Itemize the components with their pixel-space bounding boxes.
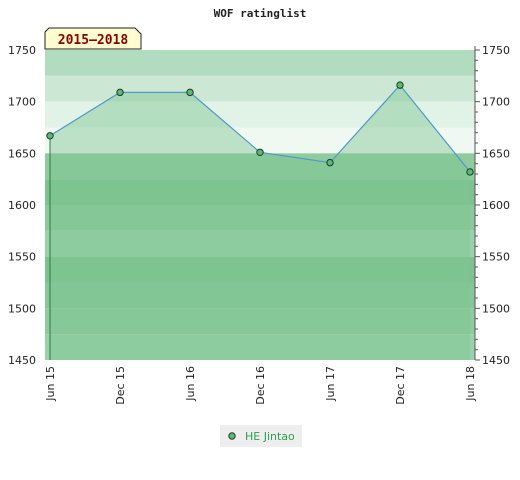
band-4 xyxy=(45,153,475,180)
y-tick-label-right-1: 1500 xyxy=(482,302,510,315)
data-point-4 xyxy=(326,158,334,167)
data-point-2 xyxy=(186,88,194,97)
x-tick-label-0: Jun 15 xyxy=(44,366,57,402)
y-tick-label-left-4: 1650 xyxy=(8,147,36,160)
data-point-5 xyxy=(396,81,404,89)
y-tick-label-left-1: 1500 xyxy=(8,302,36,315)
band-0 xyxy=(45,50,475,76)
legend-box xyxy=(220,425,302,447)
data-point-3 xyxy=(256,148,264,157)
data-point-6 xyxy=(466,168,474,176)
data-point-1 xyxy=(116,88,124,97)
x-tick-label-5: Dec 17 xyxy=(394,366,407,405)
series-area xyxy=(50,85,470,360)
y-tick-label-right-2: 1550 xyxy=(482,251,510,264)
period-badge-box xyxy=(44,27,142,50)
x-axis: Jun 15 Dec 15 Jun 16 Dec 16 Jun 17 Dec 17 Jun … xyxy=(44,366,477,405)
band-11 xyxy=(45,334,475,360)
area-fill xyxy=(50,85,470,360)
band-6 xyxy=(45,205,475,231)
band-5 xyxy=(45,179,475,205)
band-7 xyxy=(45,230,475,257)
series-markers xyxy=(46,81,474,176)
band-10 xyxy=(45,308,475,335)
y-tick-label-right-0: 1450 xyxy=(482,354,510,367)
x-tick-label-4: Jun 17 xyxy=(324,366,337,402)
band-9 xyxy=(45,282,475,309)
y-tick-label-right-5: 1700 xyxy=(482,96,510,109)
y-tick-label-left-0: 1450 xyxy=(8,354,36,367)
y-axis-right: 1450 1500 1550 1600 1650 1700 1750 xyxy=(474,44,510,367)
x-tick-label-2: Jun 16 xyxy=(184,366,197,402)
x-tick-label-3: Dec 16 xyxy=(254,366,267,405)
x-tick-label-6: Jun 18 xyxy=(464,366,477,402)
background-bands xyxy=(45,50,475,360)
band-8 xyxy=(45,256,475,283)
y-tick-label-right-6: 1750 xyxy=(482,44,510,57)
y-tick-label-left-3: 1600 xyxy=(8,199,36,212)
y-tick-label-left-5: 1700 xyxy=(8,96,36,109)
y-tick-label-left-6: 1750 xyxy=(8,44,36,57)
y-axis-left: 1450 1500 1550 1600 1650 1700 1750 xyxy=(8,44,36,367)
y-tick-label-right-4: 1650 xyxy=(482,147,510,160)
y-tick-label-right-3: 1600 xyxy=(482,199,510,212)
data-point-0 xyxy=(46,132,54,140)
legend-marker-icon xyxy=(228,432,236,440)
period-badge: 2015–2018 xyxy=(44,27,142,50)
legend[interactable]: HE Jintao xyxy=(220,425,302,447)
x-tick-label-1: Dec 15 xyxy=(114,366,127,405)
legend-label[interactable]: HE Jintao xyxy=(245,430,295,443)
chart-title: WOF ratinglist xyxy=(214,7,307,20)
period-badge-label: 2015–2018 xyxy=(58,33,129,48)
band-2 xyxy=(45,101,475,128)
y-tick-label-left-2: 1550 xyxy=(8,251,36,264)
